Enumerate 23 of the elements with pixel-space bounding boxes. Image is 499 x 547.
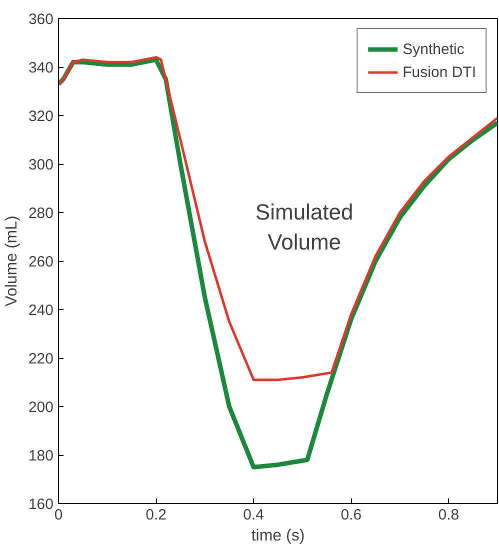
line-series bbox=[58, 56, 498, 382]
y-axis-title: Volume (mL) bbox=[3, 216, 20, 306]
y-tick-label: 360 bbox=[28, 11, 54, 28]
y-tick-label: 200 bbox=[28, 399, 54, 416]
x-tick-label: 0.8 bbox=[438, 506, 460, 524]
legend-label: Synthetic bbox=[402, 40, 464, 58]
x-tick-label: 0.4 bbox=[243, 506, 264, 524]
y-tick-label: 180 bbox=[28, 448, 54, 464]
x-tick-label: 0.2 bbox=[146, 506, 166, 524]
y-tick-label: 240 bbox=[28, 302, 54, 319]
x-tick-label: 0 bbox=[54, 506, 63, 524]
y-tick-label: 160 bbox=[28, 496, 54, 513]
y-tick-label: 340 bbox=[28, 60, 54, 76]
y-tick-label: 280 bbox=[28, 205, 54, 222]
x-tick-label: 0.6 bbox=[340, 506, 362, 524]
y-tick-label: 320 bbox=[28, 108, 54, 125]
y-tick-label: 220 bbox=[28, 350, 54, 368]
x-axis-title: time (s) bbox=[251, 528, 305, 544]
y-tick-label: 300 bbox=[28, 156, 54, 174]
legend-label: Fusion DTI bbox=[402, 64, 476, 80]
y-tick-label: 260 bbox=[28, 254, 54, 270]
annotation: Simulated Volume bbox=[255, 200, 354, 255]
line-series bbox=[58, 57, 498, 470]
